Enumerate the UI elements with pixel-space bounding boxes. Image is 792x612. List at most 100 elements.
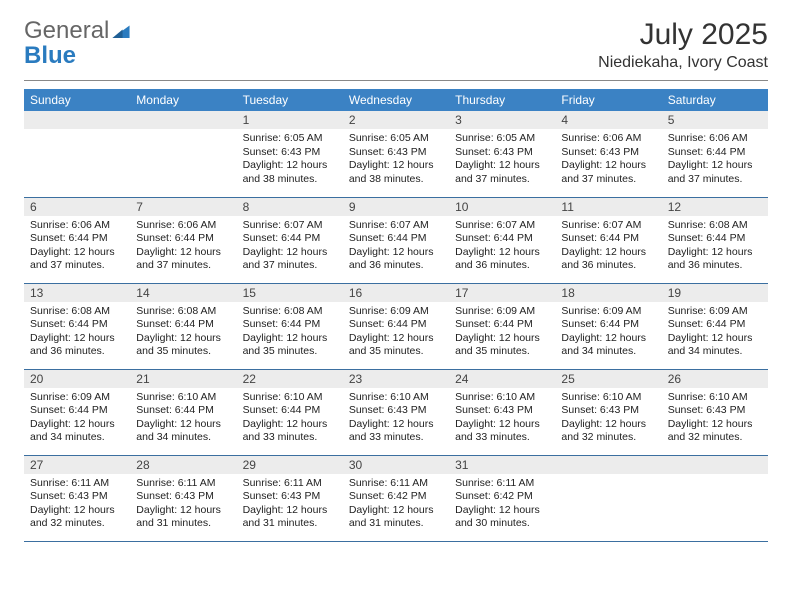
day-body: Sunrise: 6:09 AMSunset: 6:44 PMDaylight:… (662, 302, 768, 364)
title-block: July 2025 Niediekaha, Ivory Coast (598, 18, 768, 72)
daylight-text: Daylight: 12 hours and 34 minutes. (668, 332, 762, 359)
weekday-header-row: Sunday Monday Tuesday Wednesday Thursday… (24, 89, 768, 111)
calendar-cell: 13Sunrise: 6:08 AMSunset: 6:44 PMDayligh… (24, 283, 130, 369)
sunrise-text: Sunrise: 6:07 AM (561, 219, 655, 233)
calendar-row: 27Sunrise: 6:11 AMSunset: 6:43 PMDayligh… (24, 455, 768, 541)
sunset-text: Sunset: 6:43 PM (561, 146, 655, 160)
day-number: 19 (662, 284, 768, 302)
logo-text-general: General (24, 17, 109, 44)
day-number: 26 (662, 370, 768, 388)
sunrise-text: Sunrise: 6:09 AM (561, 305, 655, 319)
day-number: 18 (555, 284, 661, 302)
calendar-cell: 10Sunrise: 6:07 AMSunset: 6:44 PMDayligh… (449, 197, 555, 283)
month-title: July 2025 (598, 18, 768, 52)
daylight-text: Daylight: 12 hours and 35 minutes. (349, 332, 443, 359)
day-body: Sunrise: 6:05 AMSunset: 6:43 PMDaylight:… (237, 129, 343, 191)
sunset-text: Sunset: 6:44 PM (30, 404, 124, 418)
day-body: Sunrise: 6:08 AMSunset: 6:44 PMDaylight:… (662, 216, 768, 278)
calendar-cell: 15Sunrise: 6:08 AMSunset: 6:44 PMDayligh… (237, 283, 343, 369)
day-number: 23 (343, 370, 449, 388)
calendar-cell: 6Sunrise: 6:06 AMSunset: 6:44 PMDaylight… (24, 197, 130, 283)
sunrise-text: Sunrise: 6:07 AM (243, 219, 337, 233)
calendar-cell: 30Sunrise: 6:11 AMSunset: 6:42 PMDayligh… (343, 455, 449, 541)
daylight-text: Daylight: 12 hours and 36 minutes. (349, 246, 443, 273)
sunrise-text: Sunrise: 6:06 AM (136, 219, 230, 233)
daylight-text: Daylight: 12 hours and 31 minutes. (136, 504, 230, 531)
day-body: Sunrise: 6:11 AMSunset: 6:42 PMDaylight:… (449, 474, 555, 536)
calendar-row: 20Sunrise: 6:09 AMSunset: 6:44 PMDayligh… (24, 369, 768, 455)
sunset-text: Sunset: 6:44 PM (349, 232, 443, 246)
day-number: 22 (237, 370, 343, 388)
calendar-cell: 16Sunrise: 6:09 AMSunset: 6:44 PMDayligh… (343, 283, 449, 369)
day-body: Sunrise: 6:05 AMSunset: 6:43 PMDaylight:… (449, 129, 555, 191)
sunrise-text: Sunrise: 6:06 AM (30, 219, 124, 233)
day-number (24, 111, 130, 129)
calendar-row: 13Sunrise: 6:08 AMSunset: 6:44 PMDayligh… (24, 283, 768, 369)
calendar-cell: 22Sunrise: 6:10 AMSunset: 6:44 PMDayligh… (237, 369, 343, 455)
daylight-text: Daylight: 12 hours and 38 minutes. (243, 159, 337, 186)
daylight-text: Daylight: 12 hours and 31 minutes. (243, 504, 337, 531)
sunrise-text: Sunrise: 6:09 AM (668, 305, 762, 319)
day-body: Sunrise: 6:11 AMSunset: 6:42 PMDaylight:… (343, 474, 449, 536)
day-body: Sunrise: 6:09 AMSunset: 6:44 PMDaylight:… (24, 388, 130, 450)
calendar-cell (555, 455, 661, 541)
calendar-cell: 3Sunrise: 6:05 AMSunset: 6:43 PMDaylight… (449, 111, 555, 197)
day-body (555, 474, 661, 524)
logo: GeneralBlue (24, 18, 131, 68)
calendar-cell: 2Sunrise: 6:05 AMSunset: 6:43 PMDaylight… (343, 111, 449, 197)
day-body: Sunrise: 6:06 AMSunset: 6:43 PMDaylight:… (555, 129, 661, 191)
daylight-text: Daylight: 12 hours and 37 minutes. (243, 246, 337, 273)
sunset-text: Sunset: 6:44 PM (136, 232, 230, 246)
calendar-cell: 14Sunrise: 6:08 AMSunset: 6:44 PMDayligh… (130, 283, 236, 369)
calendar-cell: 11Sunrise: 6:07 AMSunset: 6:44 PMDayligh… (555, 197, 661, 283)
sunrise-text: Sunrise: 6:05 AM (243, 132, 337, 146)
daylight-text: Daylight: 12 hours and 31 minutes. (349, 504, 443, 531)
day-number: 13 (24, 284, 130, 302)
sunset-text: Sunset: 6:43 PM (561, 404, 655, 418)
day-number: 10 (449, 198, 555, 216)
day-number: 8 (237, 198, 343, 216)
weekday-header: Thursday (449, 89, 555, 111)
weekday-header: Monday (130, 89, 236, 111)
sunrise-text: Sunrise: 6:05 AM (455, 132, 549, 146)
calendar-cell: 21Sunrise: 6:10 AMSunset: 6:44 PMDayligh… (130, 369, 236, 455)
weekday-header: Saturday (662, 89, 768, 111)
day-number: 20 (24, 370, 130, 388)
sunrise-text: Sunrise: 6:11 AM (349, 477, 443, 491)
day-number: 25 (555, 370, 661, 388)
sunset-text: Sunset: 6:44 PM (668, 318, 762, 332)
day-body: Sunrise: 6:11 AMSunset: 6:43 PMDaylight:… (130, 474, 236, 536)
calendar-cell: 24Sunrise: 6:10 AMSunset: 6:43 PMDayligh… (449, 369, 555, 455)
sunset-text: Sunset: 6:44 PM (136, 404, 230, 418)
calendar-cell: 5Sunrise: 6:06 AMSunset: 6:44 PMDaylight… (662, 111, 768, 197)
calendar-cell: 25Sunrise: 6:10 AMSunset: 6:43 PMDayligh… (555, 369, 661, 455)
calendar-cell: 29Sunrise: 6:11 AMSunset: 6:43 PMDayligh… (237, 455, 343, 541)
sunset-text: Sunset: 6:44 PM (561, 318, 655, 332)
sunrise-text: Sunrise: 6:09 AM (349, 305, 443, 319)
sunrise-text: Sunrise: 6:08 AM (668, 219, 762, 233)
daylight-text: Daylight: 12 hours and 36 minutes. (561, 246, 655, 273)
sunset-text: Sunset: 6:43 PM (136, 490, 230, 504)
daylight-text: Daylight: 12 hours and 37 minutes. (30, 246, 124, 273)
day-body: Sunrise: 6:09 AMSunset: 6:44 PMDaylight:… (449, 302, 555, 364)
sunrise-text: Sunrise: 6:07 AM (455, 219, 549, 233)
day-body: Sunrise: 6:08 AMSunset: 6:44 PMDaylight:… (24, 302, 130, 364)
header-divider (24, 80, 768, 81)
daylight-text: Daylight: 12 hours and 34 minutes. (30, 418, 124, 445)
sunrise-text: Sunrise: 6:11 AM (455, 477, 549, 491)
location: Niediekaha, Ivory Coast (598, 54, 768, 72)
day-number: 1 (237, 111, 343, 129)
day-body: Sunrise: 6:10 AMSunset: 6:43 PMDaylight:… (662, 388, 768, 450)
day-body: Sunrise: 6:06 AMSunset: 6:44 PMDaylight:… (130, 216, 236, 278)
sunset-text: Sunset: 6:43 PM (30, 490, 124, 504)
day-number: 4 (555, 111, 661, 129)
sunset-text: Sunset: 6:44 PM (243, 232, 337, 246)
calendar-cell: 27Sunrise: 6:11 AMSunset: 6:43 PMDayligh… (24, 455, 130, 541)
calendar-cell: 4Sunrise: 6:06 AMSunset: 6:43 PMDaylight… (555, 111, 661, 197)
daylight-text: Daylight: 12 hours and 33 minutes. (349, 418, 443, 445)
day-body: Sunrise: 6:06 AMSunset: 6:44 PMDaylight:… (24, 216, 130, 278)
day-body: Sunrise: 6:07 AMSunset: 6:44 PMDaylight:… (237, 216, 343, 278)
day-body: Sunrise: 6:09 AMSunset: 6:44 PMDaylight:… (343, 302, 449, 364)
daylight-text: Daylight: 12 hours and 34 minutes. (136, 418, 230, 445)
weekday-header: Tuesday (237, 89, 343, 111)
